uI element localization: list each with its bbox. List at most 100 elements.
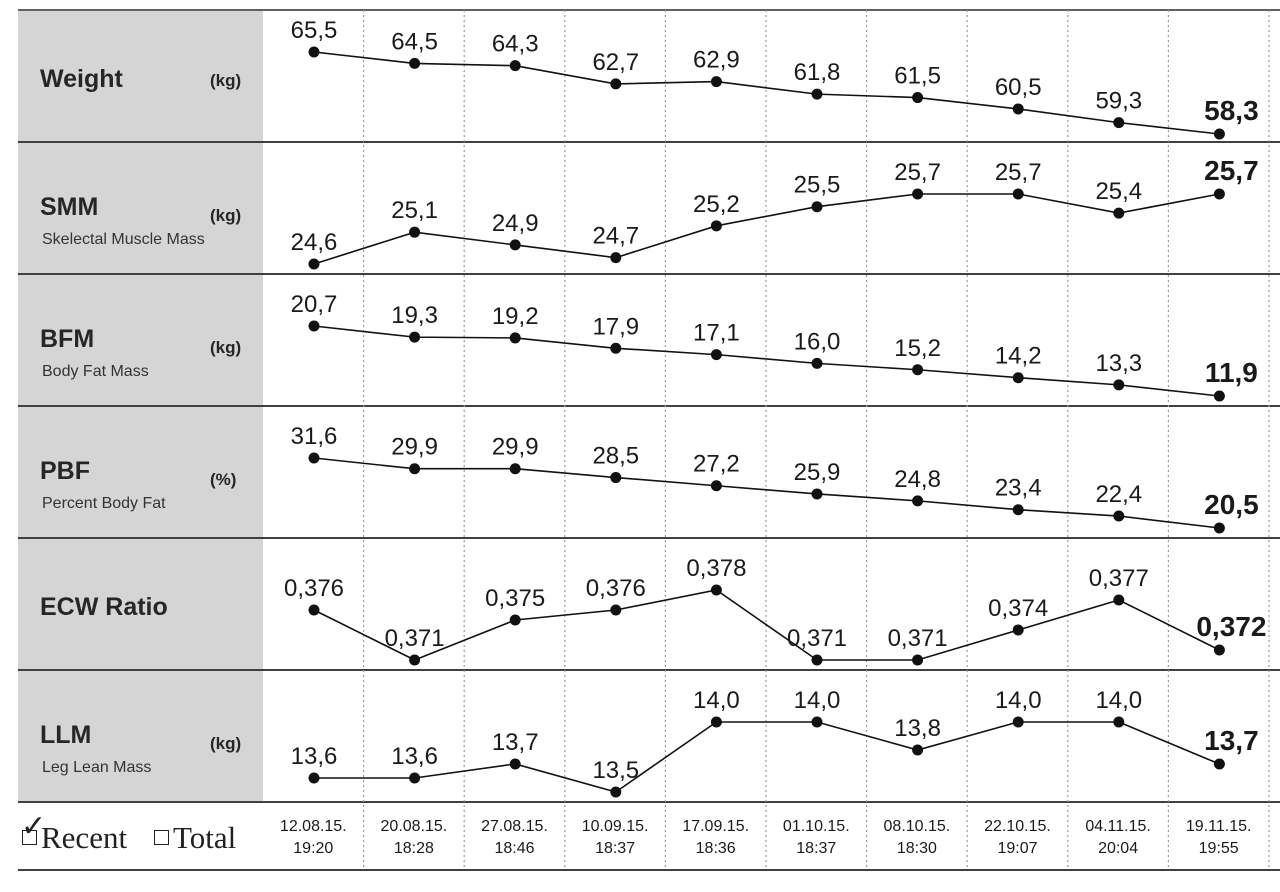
date-tick-date: 17.09.15. — [682, 818, 750, 835]
data-point — [912, 188, 924, 200]
metric-label-bfm: BFM (kg) Body Fat Mass — [18, 275, 263, 405]
data-point — [912, 92, 924, 104]
data-point — [912, 495, 924, 507]
data-point — [509, 463, 521, 475]
metric-label-pbf: PBF (%) Percent Body Fat — [18, 407, 263, 537]
metric-label-smm: SMM (kg) Skelectal Muscle Mass — [18, 143, 263, 273]
data-label: 13,5 — [592, 757, 639, 784]
data-label: 25,9 — [794, 459, 841, 486]
series-line — [314, 721, 1220, 793]
date-tick-time: 18:28 — [393, 840, 434, 857]
metric-subtitle: Skelectal Muscle Mass — [42, 231, 205, 248]
total-option[interactable]: Total — [154, 820, 236, 856]
data-point — [308, 772, 320, 784]
data-label: 28,5 — [592, 443, 639, 470]
date-tick-date: 08.10.15. — [883, 818, 951, 835]
data-point — [710, 76, 722, 88]
data-point — [811, 357, 823, 369]
data-label: 0,371 — [787, 625, 847, 652]
data-point — [409, 463, 421, 475]
data-point — [1012, 188, 1024, 200]
data-label: 14,0 — [995, 687, 1042, 714]
data-point — [1213, 758, 1225, 770]
data-label: 22,4 — [1095, 481, 1142, 508]
data-point — [509, 60, 521, 72]
data-point — [710, 480, 722, 492]
data-label: 13,8 — [894, 715, 941, 742]
data-point — [811, 654, 823, 666]
metric-label-weight: Weight (kg) — [18, 11, 263, 141]
data-label: 29,9 — [391, 434, 438, 461]
series-pbf: 31,6 29,9 29,9 28,5 27,2 25,9 24,8 23,4 22,4 20,5 — [291, 423, 1259, 534]
data-point — [308, 452, 320, 464]
data-point — [710, 716, 722, 728]
data-label: 13,6 — [391, 743, 438, 770]
data-label: 25,4 — [1095, 178, 1142, 205]
metric-label-llm: LLM (kg) Leg Lean Mass — [18, 671, 263, 801]
date-tick-time: 18:36 — [695, 840, 736, 857]
date-tick-date: 12.08.15. — [279, 818, 347, 835]
data-point — [1113, 510, 1125, 522]
date-tick: 17.09.15. 18:36 — [666, 816, 766, 860]
date-tick: 12.08.15. 19:20 — [263, 816, 363, 860]
data-point — [409, 226, 421, 238]
data-label: 16,0 — [794, 328, 841, 355]
data-label: 0,376 — [586, 575, 646, 602]
view-legend: ✓ Recent Total — [20, 809, 260, 862]
data-label: 20,7 — [291, 291, 338, 318]
data-label: 62,7 — [592, 49, 639, 76]
date-tick-date: 19.11.15. — [1185, 818, 1252, 835]
data-point — [1213, 390, 1225, 402]
data-point — [409, 57, 421, 69]
data-label: 20,5 — [1204, 489, 1259, 520]
data-point — [1012, 103, 1024, 115]
series-line — [313, 193, 1220, 265]
total-checkbox[interactable] — [154, 830, 169, 846]
data-label: 31,6 — [291, 423, 338, 450]
data-label: 64,5 — [391, 28, 438, 55]
data-point — [409, 772, 421, 784]
date-tick: 27.08.15. 18:46 — [465, 816, 565, 860]
data-label: 25,2 — [693, 191, 740, 218]
data-label: 0,372 — [1196, 611, 1266, 642]
data-point — [1113, 207, 1125, 219]
metric-subtitle: Leg Lean Mass — [42, 759, 152, 776]
data-point — [1113, 716, 1125, 728]
data-label: 25,7 — [995, 159, 1042, 186]
data-label: 0,377 — [1089, 565, 1149, 592]
data-label: 14,0 — [1095, 687, 1142, 714]
data-point — [610, 342, 622, 354]
date-tick-date: 20.08.15. — [380, 818, 448, 835]
recent-label: Recent — [41, 820, 128, 855]
date-tick: 08.10.15. 18:30 — [867, 816, 967, 860]
date-tick-date: 22.10.15. — [984, 818, 1051, 835]
data-label: 25,5 — [794, 172, 841, 199]
date-tick: 10.09.15. 18:37 — [565, 816, 665, 860]
date-tick-time: 19:07 — [997, 840, 1038, 857]
data-point — [710, 349, 722, 361]
date-tick-date: 01.10.15. — [782, 818, 850, 835]
data-point — [308, 258, 320, 270]
date-tick-time: 18:37 — [796, 840, 837, 857]
data-point — [610, 786, 622, 798]
metric-subtitle: Percent Body Fat — [42, 495, 166, 512]
data-label: 24,9 — [492, 210, 539, 237]
data-label: 59,3 — [1095, 88, 1142, 115]
metric-name: Weight — [40, 65, 123, 93]
data-point — [1113, 117, 1125, 129]
date-tick-time: 18:37 — [595, 840, 636, 857]
series-weight: 65,5 64,5 64,3 62,7 62,9 61,8 61,5 60,5 59,3 58,3 — [291, 17, 1259, 140]
recent-option[interactable]: ✓ Recent — [21, 809, 128, 856]
data-point — [308, 46, 320, 58]
data-label: 29,9 — [492, 434, 539, 461]
data-point — [308, 320, 320, 332]
data-label: 0,371 — [385, 625, 445, 652]
data-label: 19,2 — [492, 303, 539, 330]
date-tick: 01.10.15. 18:37 — [766, 816, 866, 860]
series-line — [313, 457, 1220, 529]
metric-unit: (kg) — [210, 206, 242, 225]
metric-name: ECW Ratio — [40, 593, 168, 621]
data-label: 23,4 — [995, 475, 1042, 502]
recent-checkbox[interactable]: ✓ — [21, 809, 46, 846]
date-tick-date: 10.09.15. — [581, 818, 649, 835]
